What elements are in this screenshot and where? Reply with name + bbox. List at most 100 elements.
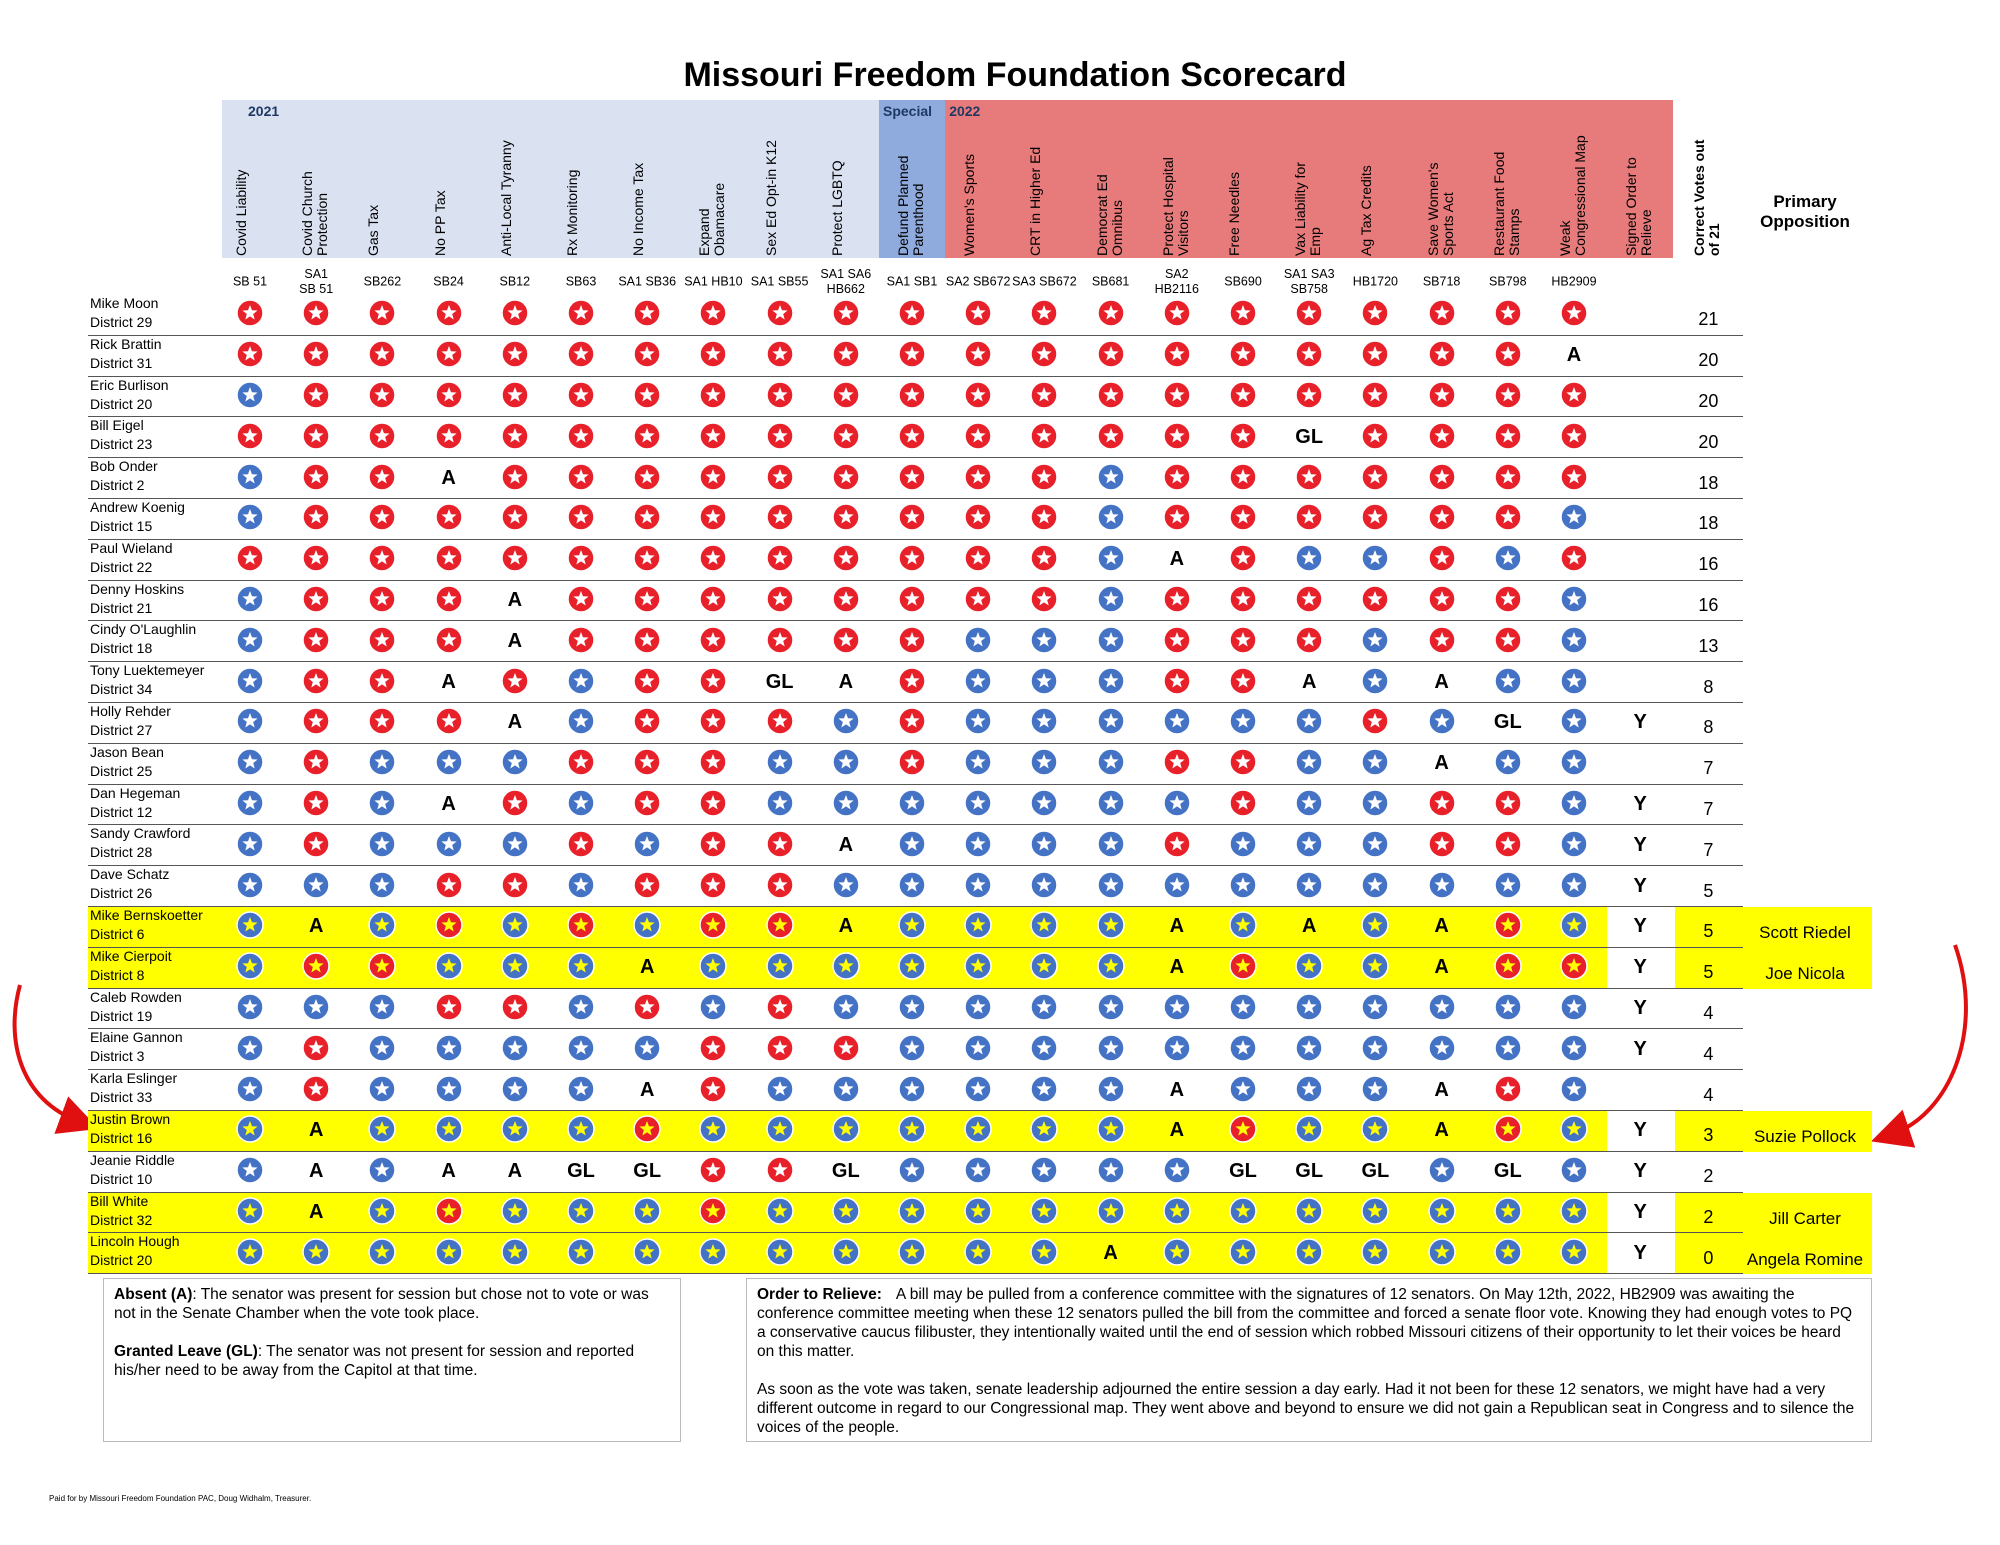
vote-blue <box>1096 1034 1125 1062</box>
vote-blue <box>368 1156 397 1184</box>
vote-red <box>434 870 463 899</box>
vote-blue <box>1096 1115 1125 1144</box>
signed: Y <box>1633 956 1647 979</box>
vote-blue <box>633 1034 661 1062</box>
vote-red <box>302 422 330 450</box>
vote-red <box>368 585 397 613</box>
vote-red <box>302 1074 330 1103</box>
vote-red <box>964 381 992 409</box>
vote-blue <box>1096 544 1125 572</box>
senator-name: Cindy O'Laughlin <box>90 621 197 638</box>
vote-blue <box>1560 585 1588 613</box>
vote-red <box>368 666 397 695</box>
vote-red <box>1361 381 1390 409</box>
signed: Y <box>1633 711 1647 734</box>
vote-red <box>1295 503 1323 532</box>
vote-red <box>1427 381 1456 409</box>
vote-blue <box>434 952 463 980</box>
vote-blue <box>1560 748 1588 776</box>
senator-district: District 20 <box>90 395 153 412</box>
vote-blue <box>1295 830 1323 858</box>
vote-code: GL <box>1493 1160 1522 1183</box>
row-highlight <box>1675 1192 1872 1234</box>
senator-name: Bill White <box>90 1192 149 1209</box>
vote-blue <box>236 993 264 1021</box>
vote-red <box>1229 585 1257 613</box>
vote-red <box>832 340 860 368</box>
vote-blue <box>501 1074 529 1103</box>
vote-red <box>368 462 397 491</box>
vote-red <box>633 707 661 736</box>
vote-red <box>699 1074 728 1103</box>
vote-red <box>964 462 992 491</box>
senator-district: District 32 <box>90 1211 153 1228</box>
vote-red <box>501 544 529 572</box>
vote-blue <box>765 1197 794 1225</box>
vote-blue <box>832 789 860 817</box>
vote-blue <box>1560 789 1588 817</box>
vote-red <box>434 544 463 572</box>
vote-blue <box>1030 993 1059 1021</box>
issue-header: Women's Sports <box>961 153 978 256</box>
vote-red <box>1494 299 1522 328</box>
vote-blue <box>964 911 992 940</box>
vote-blue <box>1361 870 1390 899</box>
senator-name: Mike Bernskoetter <box>90 907 203 923</box>
signed: Y <box>1633 874 1647 897</box>
correct-header: Correct Votes out of 21 <box>1691 139 1723 256</box>
vote-red <box>1163 626 1191 654</box>
vote-blue <box>832 1238 860 1266</box>
vote-blue <box>1030 870 1059 899</box>
vote-blue <box>964 748 992 776</box>
vote-red <box>1030 544 1059 572</box>
vote-red <box>434 503 463 532</box>
vote-blue <box>1361 830 1390 858</box>
row-line <box>88 1273 1744 1275</box>
vote-red <box>1560 422 1588 450</box>
vote-blue <box>567 1238 595 1266</box>
vote-red <box>699 299 728 328</box>
senator-name: Jeanie Riddle <box>90 1151 175 1168</box>
vote-red <box>368 422 397 450</box>
vote-blue <box>898 1034 926 1062</box>
vote-blue <box>302 1238 330 1266</box>
vote-red <box>633 422 661 450</box>
vote-blue <box>898 870 926 899</box>
bill-code: SA2 HB2116 <box>1154 267 1199 296</box>
vote-red <box>1560 462 1588 491</box>
vote-blue <box>368 1197 397 1225</box>
issue-header: Expand Obamacare <box>696 182 728 256</box>
senator-district: District 2 <box>90 477 145 494</box>
vote-blue <box>898 1115 926 1144</box>
vote-blue <box>236 503 264 532</box>
vote-blue <box>1560 1197 1588 1225</box>
vote-red <box>1361 340 1390 368</box>
vote-blue <box>501 1238 529 1266</box>
vote-blue <box>567 1197 595 1225</box>
vote-blue <box>1361 993 1390 1021</box>
vote-red <box>567 340 595 368</box>
vote-red <box>898 585 926 613</box>
vote-blue <box>832 1074 860 1103</box>
vote-red <box>1560 299 1588 328</box>
senator-name: Andrew Koenig <box>90 499 185 515</box>
senator-name: Rick Brattin <box>90 335 162 352</box>
vote-red <box>236 422 264 450</box>
row-line <box>88 865 1744 867</box>
vote-red <box>633 381 661 409</box>
vote-blue <box>1494 544 1522 572</box>
vote-red <box>633 340 661 368</box>
vote-blue <box>567 1074 595 1103</box>
vote-blue <box>236 626 264 654</box>
vote-blue <box>699 1115 728 1144</box>
vote-blue <box>765 1115 794 1144</box>
vote-blue <box>699 993 728 1021</box>
vote-red <box>1494 830 1522 858</box>
vote-red <box>898 626 926 654</box>
senator-name: Jason Bean <box>90 743 164 760</box>
vote-blue <box>964 830 992 858</box>
vote-blue <box>236 1074 264 1103</box>
vote-red <box>765 830 794 858</box>
vote-blue <box>236 830 264 858</box>
vote-code: A <box>1169 1119 1185 1142</box>
